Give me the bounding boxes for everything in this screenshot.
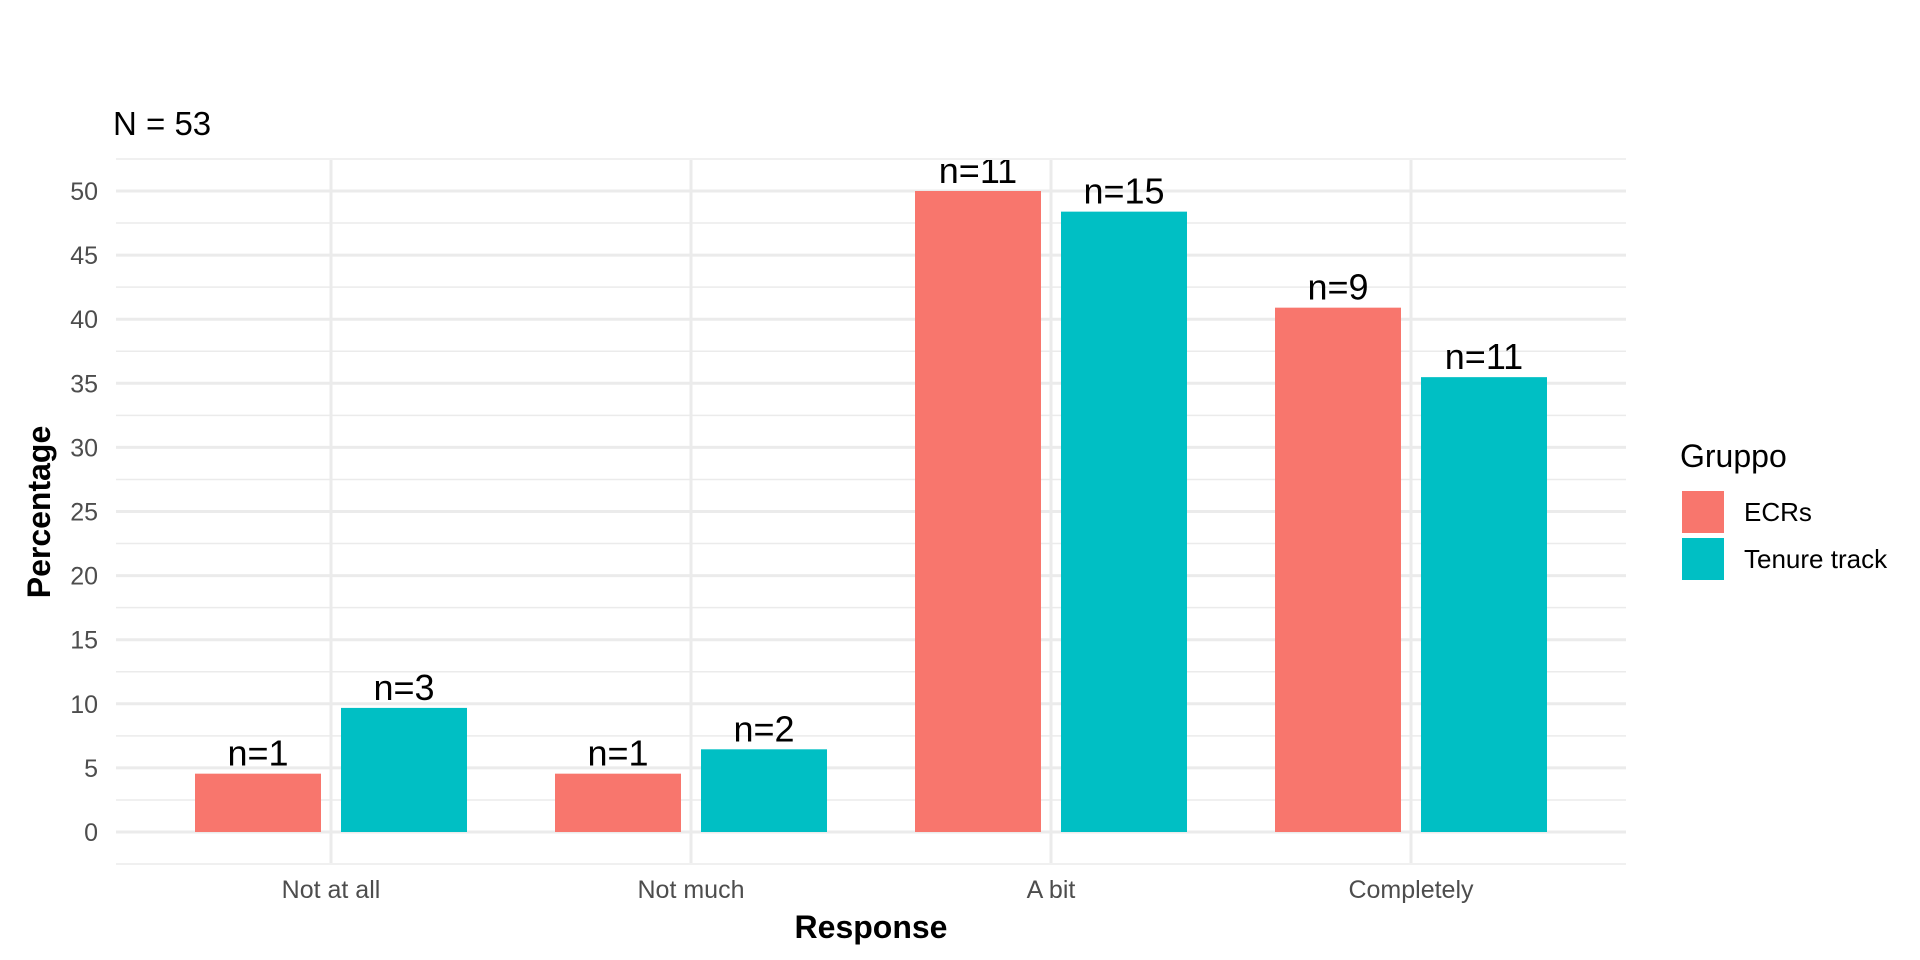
y-tick-label: 40 [70,306,98,334]
y-tick-label: 25 [70,499,98,527]
bar-label: n=1 [587,733,648,774]
y-tick-label: 5 [84,755,98,783]
bar-label: n=15 [1083,171,1164,212]
bar [1061,211,1187,832]
bar [1275,307,1401,832]
bar [341,707,467,832]
bar-label: n=9 [1307,267,1368,308]
bar [195,773,321,832]
bar-label: n=2 [733,708,794,749]
y-tick-label: 30 [70,434,98,462]
bar-label: n=11 [939,150,1017,191]
bar-label: n=1 [227,733,288,774]
bars [195,191,1547,832]
y-tick-label: 20 [70,563,98,591]
bar-label: n=3 [373,667,434,708]
legend-swatch [1682,491,1724,533]
legend-label: ECRs [1744,497,1812,527]
x-axis-title: Response [795,909,948,945]
legend-swatch [1682,538,1724,580]
y-tick-label: 0 [84,819,98,847]
y-tick-label: 10 [70,691,98,719]
y-tick-label: 45 [70,242,98,270]
x-tick-label: Not at all [282,876,381,904]
bar-labels: n=1 n=3 n=1 n=2 n=11 n=15 n=9 n=11 [227,150,1523,774]
chart-subtitle: N = 53 [113,105,211,142]
bar [915,191,1041,832]
bar-label: n=11 [1445,336,1523,377]
y-tick-label: 50 [70,178,98,206]
legend-label: Tenure track [1744,544,1888,574]
legend: Gruppo ECRs Tenure track [1680,438,1888,580]
x-tick-label: Completely [1348,876,1474,904]
bar [1421,377,1547,832]
x-tick-label: A bit [1027,876,1076,904]
x-axis-ticks: Not at all Not much A bit Completely [282,876,1474,904]
y-tick-label: 15 [70,627,98,655]
y-axis-ticks: 0 5 10 15 20 25 30 35 40 45 50 [70,178,98,847]
bar [555,773,681,832]
legend-title: Gruppo [1680,438,1787,474]
y-axis-title: Percentage [21,426,57,599]
x-tick-label: Not much [638,876,745,904]
y-tick-label: 35 [70,370,98,398]
bar [701,749,827,832]
